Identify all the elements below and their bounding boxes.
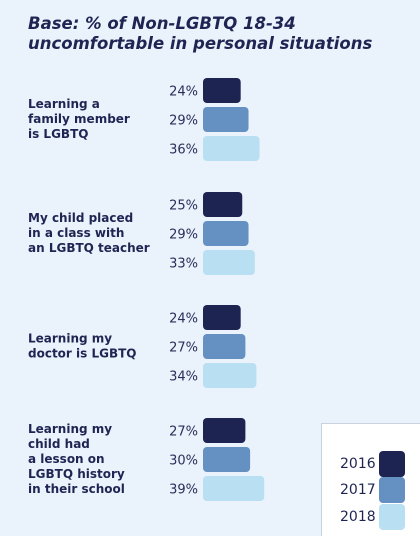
bar-1-2016 <box>203 78 241 103</box>
value-label-1-2017: 29% <box>169 114 198 129</box>
value-label-4-2017: 30% <box>169 454 198 469</box>
legend-item-2017: 2017 <box>322 477 420 503</box>
chart-title-line-2: uncomfortable in personal situations <box>28 34 373 53</box>
legend-item-2018: 2018 <box>322 504 420 530</box>
value-label-3-2016: 24% <box>169 312 198 327</box>
category-label-4-line-5: in their school <box>28 482 125 496</box>
legend-label-2016: 2016 <box>340 456 376 472</box>
category-label-4-line-3: a lesson on <box>28 452 105 466</box>
bar-4-2016 <box>203 418 246 443</box>
chart-title-line-1: Base: % of Non-LGBTQ 18-34 <box>28 14 296 33</box>
value-label-4-2016: 27% <box>169 425 198 440</box>
category-label-1-line-3: is LGBTQ <box>28 127 88 141</box>
bar-3-2017 <box>203 334 246 359</box>
category-label-3-line-2: doctor is LGBTQ <box>28 347 137 361</box>
legend-label-2017: 2017 <box>340 482 376 498</box>
legend-swatch-2017 <box>379 477 405 503</box>
category-label-1-line-1: Learning a <box>28 97 100 111</box>
value-label-2-2017: 29% <box>169 228 198 243</box>
value-label-2-2018: 33% <box>169 257 198 272</box>
legend-swatch-2016 <box>379 451 405 477</box>
legend-swatch-2018 <box>379 504 405 530</box>
value-label-3-2018: 34% <box>169 370 198 385</box>
legend: 2016 2017 2018 <box>321 423 420 536</box>
bar-4-2017 <box>203 447 251 472</box>
category-label-1-line-2: family member <box>28 112 130 126</box>
category-label-4-line-2: child had <box>28 437 90 451</box>
value-label-1-2016: 24% <box>169 85 198 100</box>
bar-2-2018 <box>203 250 255 275</box>
bar-3-2018 <box>203 363 257 388</box>
category-label-2-line-2: in a class with <box>28 226 124 240</box>
bar-2-2016 <box>203 192 243 217</box>
bar-1-2017 <box>203 107 249 132</box>
legend-label-2018: 2018 <box>340 509 376 525</box>
value-label-1-2018: 36% <box>169 143 198 158</box>
bar-4-2018 <box>203 476 265 501</box>
bar-1-2018 <box>203 136 260 161</box>
category-label-4-line-1: Learning my <box>28 422 112 436</box>
category-label-2-line-3: an LGBTQ teacher <box>28 241 150 255</box>
category-label-4-line-4: LGBTQ history <box>28 467 125 481</box>
category-label-2-line-1: My child placed <box>28 211 133 225</box>
bar-3-2016 <box>203 305 241 330</box>
bar-2-2017 <box>203 221 249 246</box>
category-label-3-line-1: Learning my <box>28 332 112 346</box>
value-label-2-2016: 25% <box>169 199 198 214</box>
chart-title: Base: % of Non-LGBTQ 18-34 uncomfortable… <box>28 14 408 54</box>
legend-item-2016: 2016 <box>322 451 420 477</box>
value-label-3-2017: 27% <box>169 341 198 356</box>
value-label-4-2018: 39% <box>169 483 198 498</box>
